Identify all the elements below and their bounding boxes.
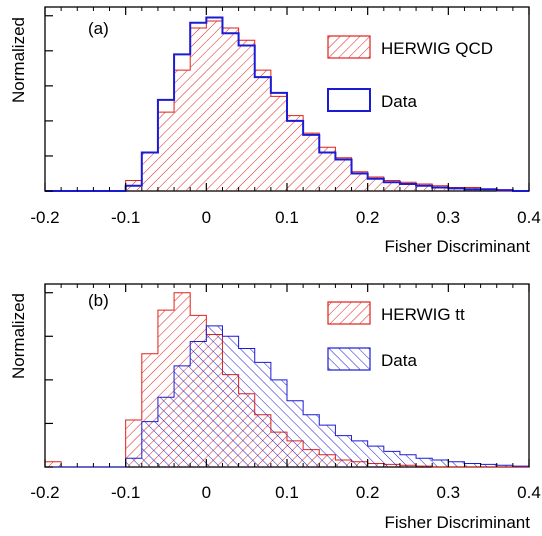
histogram-bin-herwig-qcd [141,152,158,191]
series-herwig-qcd-a [45,20,529,192]
x-tick-label: -0.2 [30,483,59,502]
histogram-marks-a [45,16,529,192]
histogram-bin-data [190,341,207,467]
histogram-bin-data [480,464,497,467]
panel-label-b: (b) [88,291,109,310]
series-data-b [45,325,530,468]
axis-ticks-a: -0.2 -0.1 0 0.1 0.2 0.3 0.4 [30,7,541,227]
x-tick-label: 0 [202,483,211,502]
histogram-bin-data [383,451,400,467]
histogram-bin-data [174,365,191,467]
legend-b: HERWIG tt Data [327,301,465,371]
histogram-bin-data [206,325,223,467]
histogram-bin-herwig-qcd [416,183,433,191]
histogram-bin-herwig-qcd [367,176,384,191]
histogram-bin-herwig-qcd [351,171,368,191]
legend-label-herwig-tt: HERWIG tt [381,305,465,324]
histogram-bin-herwig-qcd [254,70,271,191]
histogram-bin-herwig-qcd [303,133,320,191]
histogram-bin-herwig-qcd [206,21,223,192]
legend-swatch-herwig-qcd [327,35,371,59]
x-tick-label: 0.1 [275,208,299,227]
x-tick-label: 0.3 [437,483,461,502]
histogram-bin-data [270,379,287,467]
histogram-bin-data [448,461,465,467]
x-tick-label: 0.4 [517,483,541,502]
histogram-bin-data [238,348,255,467]
histogram-bin-herwig-qcd [399,182,417,191]
y-axis-label-a: Normalized [9,17,28,103]
histogram-bin-herwig-qcd [238,40,255,191]
histogram-bin-herwig-qcd [157,112,175,191]
histogram-bin-data [254,362,271,467]
legend-swatch-data-a [327,88,371,112]
histogram-bin-herwig-tt [125,419,142,467]
legend-swatch-herwig-tt [327,301,371,325]
histogram-bin-data [157,397,175,467]
histogram-bin-herwig-qcd [335,157,352,191]
y-axis-label-b: Normalized [9,293,28,379]
histogram-outline-data [45,325,530,468]
histogram-bin-data [367,446,384,467]
legend-label-herwig-qcd: HERWIG QCD [381,39,493,58]
x-tick-label: 0.2 [356,208,380,227]
histogram-bin-data [416,458,433,467]
x-tick-label: -0.1 [111,208,140,227]
legend-swatch-data-b [327,347,371,371]
legend-label-data-a: Data [381,92,417,111]
x-axis-label-b: Fisher Discriminant [385,513,531,532]
panel-a: -0.2 -0.1 0 0.1 0.2 0.3 0.4 (a) Fisher Discrim… [9,6,541,256]
x-tick-label: 0.2 [356,483,380,502]
legend-a: HERWIG QCD Data [327,35,493,112]
histogram-bin-data [303,414,320,467]
x-tick-label: 0.3 [437,208,461,227]
histogram-bin-herwig-qcd [383,180,400,191]
histogram-bin-herwig-qcd [174,70,191,191]
x-tick-label: 0.4 [517,208,541,227]
histogram-bin-data [464,463,481,467]
histogram-bin-data [496,465,513,467]
legend-label-data-b: Data [381,351,417,370]
histogram-bin-data [287,400,304,467]
x-tick-label: -0.2 [30,208,59,227]
histogram-bin-herwig-qcd [190,28,207,192]
histogram-bin-data [319,425,336,467]
histogram-bin-data [335,435,352,467]
x-tick-label: 0 [202,208,211,227]
histogram-marks-b [44,292,530,468]
histogram-bin-herwig-qcd [287,115,304,191]
histogram-bin-herwig-qcd [270,96,287,191]
x-axis-label-a: Fisher Discriminant [385,237,531,256]
histogram-bin-data [125,458,142,467]
histogram-bin-data [141,421,158,467]
panel-label-a: (a) [88,19,109,38]
axis-ticks-b: -0.2 -0.1 0 0.1 0.2 0.3 0.4 [30,284,541,502]
histogram-bin-herwig-qcd [319,147,336,191]
x-tick-label: 0.1 [275,483,299,502]
histogram-bin-herwig-qcd [222,28,239,192]
histogram-bin-herwig-tt [45,461,62,467]
x-tick-label: -0.1 [111,483,140,502]
histogram-bin-data [222,336,239,467]
panel-b: -0.2 -0.1 0 0.1 0.2 0.3 0.4 (b) Fisher Discrim… [9,283,541,532]
histogram-bin-data [432,460,449,467]
histogram-bin-data [351,440,368,467]
histogram-bin-data [399,454,417,467]
